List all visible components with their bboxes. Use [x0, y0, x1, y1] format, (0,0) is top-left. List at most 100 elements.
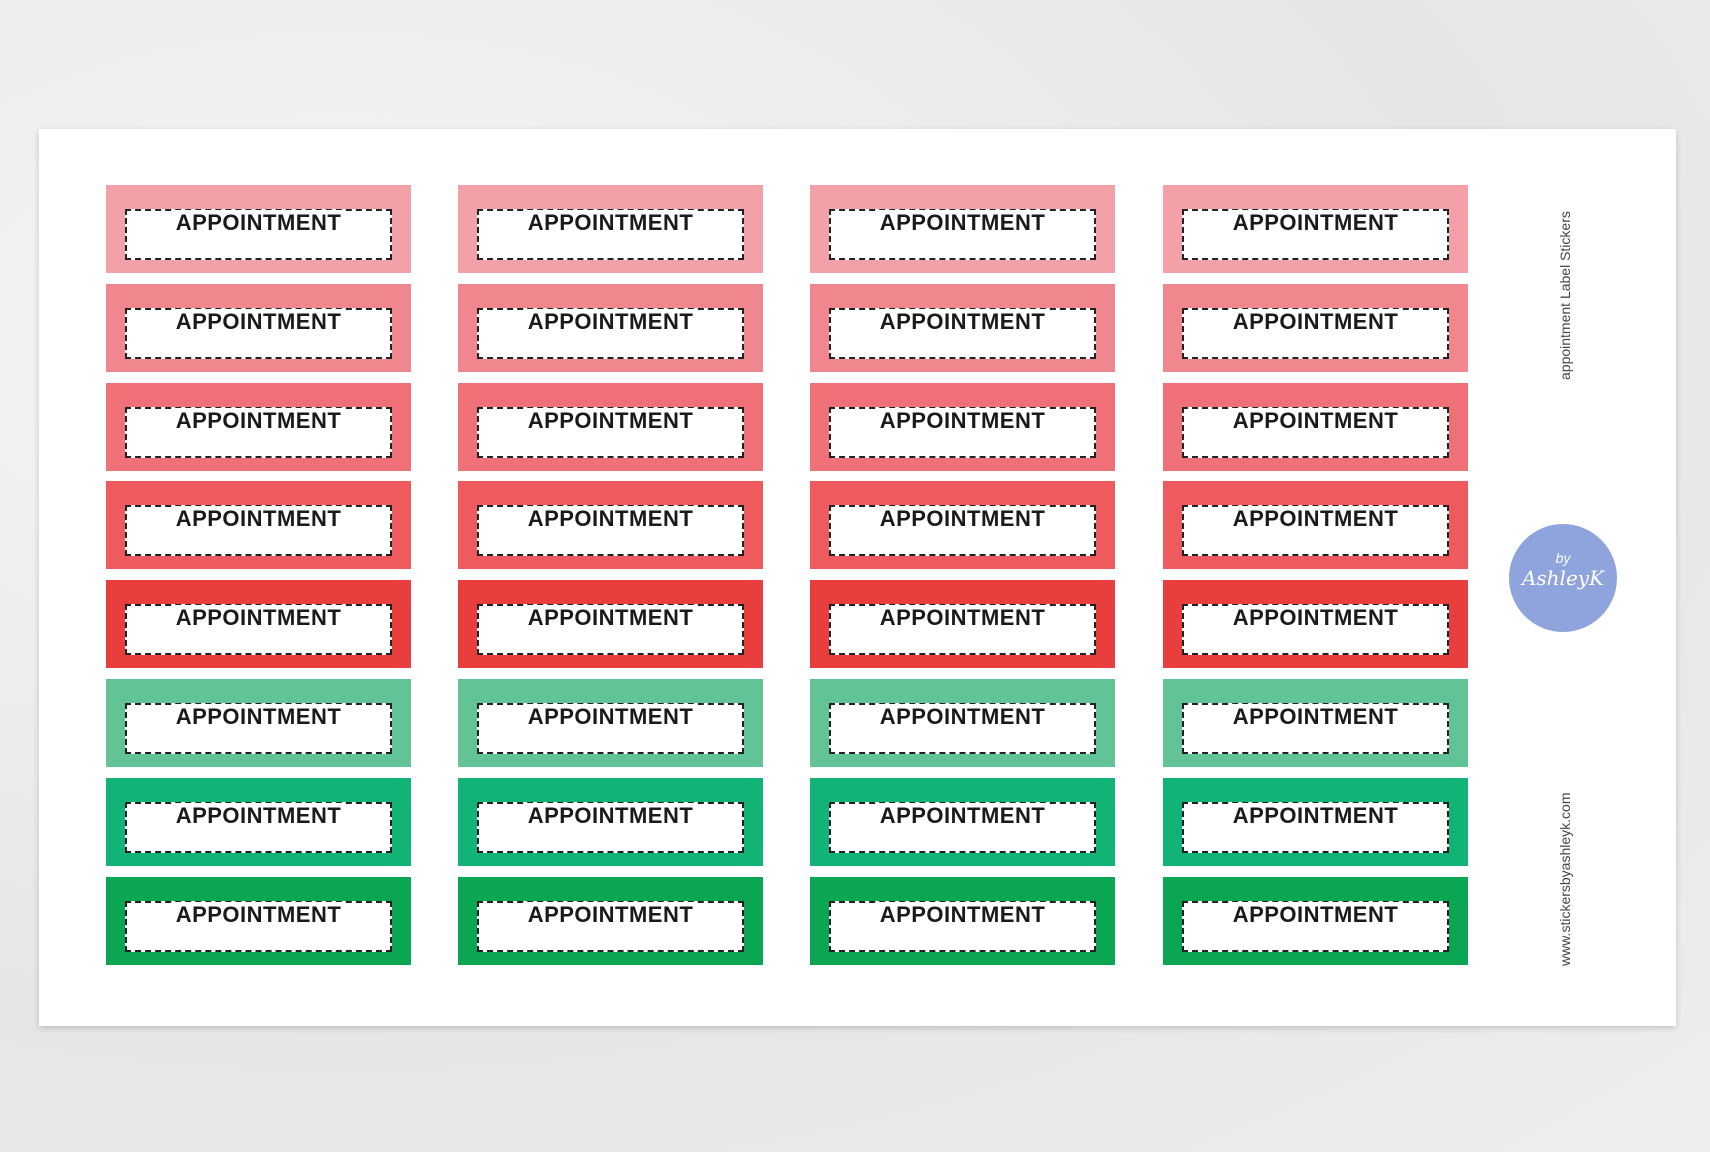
write-box: APPOINTMENT — [125, 209, 392, 260]
sticker: APPOINTMENT — [810, 185, 1115, 273]
write-box: APPOINTMENT — [1182, 406, 1449, 458]
sticker-label: APPOINTMENT — [171, 506, 346, 533]
sticker-label: APPOINTMENT — [875, 308, 1050, 335]
logo-by: by — [1555, 550, 1571, 566]
write-box: APPOINTMENT — [1182, 900, 1449, 952]
sticker: APPOINTMENT — [810, 382, 1115, 471]
write-box: APPOINTMENT — [1182, 505, 1449, 557]
sticker-label: APPOINTMENT — [1228, 308, 1403, 335]
sticker: APPOINTMENT — [458, 580, 763, 669]
sticker-sheet: APPOINTMENT APPOINTMENT APPOINTMENT APPOINT… — [39, 129, 1676, 1026]
sticker: APPOINTMENT — [1163, 580, 1468, 669]
sticker-label: APPOINTMENT — [523, 802, 698, 829]
write-box: APPOINTMENT — [829, 703, 1096, 754]
sticker-label: APPOINTMENT — [523, 704, 698, 730]
sticker: APPOINTMENT — [106, 876, 411, 965]
sticker: APPOINTMENT — [106, 580, 411, 669]
write-box: APPOINTMENT — [829, 406, 1096, 458]
write-box: APPOINTMENT — [477, 900, 744, 952]
sticker: APPOINTMENT — [1163, 876, 1468, 965]
sticker: APPOINTMENT — [810, 876, 1115, 965]
sticker-label: APPOINTMENT — [1228, 901, 1403, 928]
write-box: APPOINTMENT — [125, 703, 392, 754]
write-box: APPOINTMENT — [1182, 703, 1449, 754]
write-box: APPOINTMENT — [1182, 604, 1449, 656]
sticker: APPOINTMENT — [1163, 679, 1468, 767]
write-box: APPOINTMENT — [125, 604, 392, 656]
logo: by AshleyK — [1509, 524, 1617, 632]
write-box: APPOINTMENT — [829, 801, 1096, 853]
write-box: APPOINTMENT — [829, 505, 1096, 557]
sticker-label: APPOINTMENT — [875, 210, 1050, 236]
sticker-label: APPOINTMENT — [1228, 802, 1403, 829]
sticker: APPOINTMENT — [106, 777, 411, 866]
write-box: APPOINTMENT — [125, 900, 392, 952]
sticker: APPOINTMENT — [458, 876, 763, 965]
write-box: APPOINTMENT — [125, 801, 392, 853]
sticker: APPOINTMENT — [458, 185, 763, 273]
write-box: APPOINTMENT — [829, 307, 1096, 359]
sticker-label: APPOINTMENT — [171, 704, 346, 730]
sticker: APPOINTMENT — [458, 777, 763, 866]
sticker: APPOINTMENT — [458, 283, 763, 372]
write-box: APPOINTMENT — [1182, 801, 1449, 853]
write-box: APPOINTMENT — [477, 406, 744, 458]
write-box: APPOINTMENT — [477, 604, 744, 656]
write-box: APPOINTMENT — [477, 209, 744, 260]
write-box: APPOINTMENT — [829, 604, 1096, 656]
sticker-label: APPOINTMENT — [1228, 210, 1403, 236]
sticker: APPOINTMENT — [810, 679, 1115, 767]
sticker-label: APPOINTMENT — [171, 210, 346, 236]
sticker: APPOINTMENT — [810, 580, 1115, 669]
sticker-label: APPOINTMENT — [171, 407, 346, 434]
sticker-label: APPOINTMENT — [171, 308, 346, 335]
side-title: appointment Label Stickers — [1557, 211, 1573, 380]
logo-name: AshleyK — [1521, 566, 1605, 590]
sticker: APPOINTMENT — [1163, 283, 1468, 372]
sticker-label: APPOINTMENT — [171, 901, 346, 928]
sticker: APPOINTMENT — [106, 481, 411, 570]
sticker-label: APPOINTMENT — [523, 605, 698, 632]
sticker-label: APPOINTMENT — [875, 407, 1050, 434]
sticker: APPOINTMENT — [106, 185, 411, 273]
sticker: APPOINTMENT — [458, 382, 763, 471]
sticker-label: APPOINTMENT — [523, 407, 698, 434]
sticker: APPOINTMENT — [106, 382, 411, 471]
sticker-label: APPOINTMENT — [875, 605, 1050, 632]
sticker: APPOINTMENT — [810, 777, 1115, 866]
sticker-label: APPOINTMENT — [875, 506, 1050, 533]
sticker-label: APPOINTMENT — [875, 704, 1050, 730]
write-box: APPOINTMENT — [829, 209, 1096, 260]
sticker: APPOINTMENT — [1163, 481, 1468, 570]
website: www.stickersbyashleyk.com — [1557, 792, 1573, 967]
sticker: APPOINTMENT — [106, 679, 411, 767]
sticker-label: APPOINTMENT — [171, 605, 346, 632]
sticker-label: APPOINTMENT — [523, 210, 698, 236]
sticker-label: APPOINTMENT — [1228, 704, 1403, 730]
sticker: APPOINTMENT — [1163, 185, 1468, 273]
sticker-label: APPOINTMENT — [523, 901, 698, 928]
sticker: APPOINTMENT — [810, 283, 1115, 372]
sticker-label: APPOINTMENT — [523, 308, 698, 335]
write-box: APPOINTMENT — [477, 703, 744, 754]
write-box: APPOINTMENT — [125, 406, 392, 458]
write-box: APPOINTMENT — [1182, 209, 1449, 260]
write-box: APPOINTMENT — [829, 900, 1096, 952]
write-box: APPOINTMENT — [1182, 307, 1449, 359]
write-box: APPOINTMENT — [477, 801, 744, 853]
sticker: APPOINTMENT — [458, 481, 763, 570]
sticker-label: APPOINTMENT — [1228, 506, 1403, 533]
write-box: APPOINTMENT — [125, 307, 392, 359]
sticker: APPOINTMENT — [1163, 777, 1468, 866]
write-box: APPOINTMENT — [125, 505, 392, 557]
sticker: APPOINTMENT — [1163, 382, 1468, 471]
sticker-label: APPOINTMENT — [875, 901, 1050, 928]
sticker: APPOINTMENT — [106, 283, 411, 372]
sticker: APPOINTMENT — [458, 679, 763, 767]
sticker-label: APPOINTMENT — [171, 802, 346, 829]
sticker-label: APPOINTMENT — [523, 506, 698, 533]
write-box: APPOINTMENT — [477, 307, 744, 359]
write-box: APPOINTMENT — [477, 505, 744, 557]
sticker-label: APPOINTMENT — [875, 802, 1050, 829]
